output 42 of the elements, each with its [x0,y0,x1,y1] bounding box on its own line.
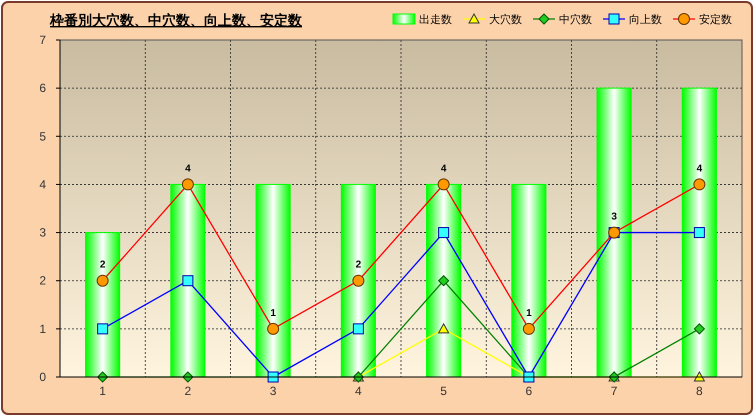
data-label: 1 [526,308,532,319]
data-label: 4 [440,163,447,174]
bar [682,88,717,378]
y-tick-label: 7 [39,33,46,47]
data-label: 1 [270,308,276,319]
bar [256,184,291,378]
data-label: 2 [356,260,362,271]
y-tick-label: 6 [39,81,46,96]
legend-label: 出走数 [419,13,452,26]
point [438,275,450,286]
y-tick-label: 3 [39,226,46,240]
x-tick-label: 1 [99,384,106,398]
bar [340,184,376,378]
chart-title: 枠番別大穴数、中穴数、向上数、安定数 [49,12,303,29]
data-label: 4 [185,163,192,174]
bar [85,232,120,378]
x-tick-label: 7 [610,384,618,398]
point [694,323,705,334]
x-tick-label: 3 [270,384,277,398]
y-tick-label: 2 [39,274,46,288]
x-tick-label: 6 [526,384,533,398]
legend-label: 中穴数 [559,13,592,26]
y-tick-label: 0 [39,370,46,384]
point [694,372,705,382]
point [438,323,450,334]
data-label: 3 [611,212,618,223]
data-label: 2 [100,260,106,271]
bar [511,184,546,378]
legend-label: 向上数 [629,13,662,26]
x-tick-label: 5 [440,384,448,398]
bar [426,184,462,378]
x-tick-label: 2 [184,384,192,398]
bar [596,88,632,378]
bar [170,184,206,378]
y-tick-label: 4 [39,177,46,192]
x-tick-label: 4 [355,384,362,398]
x-tick-label: 8 [696,384,704,398]
legend-label: 安定数 [699,13,732,26]
legend-label: 大穴数 [489,13,522,26]
data-label: 4 [696,163,703,174]
y-tick-label: 5 [39,129,46,144]
y-tick-label: 1 [39,322,46,336]
